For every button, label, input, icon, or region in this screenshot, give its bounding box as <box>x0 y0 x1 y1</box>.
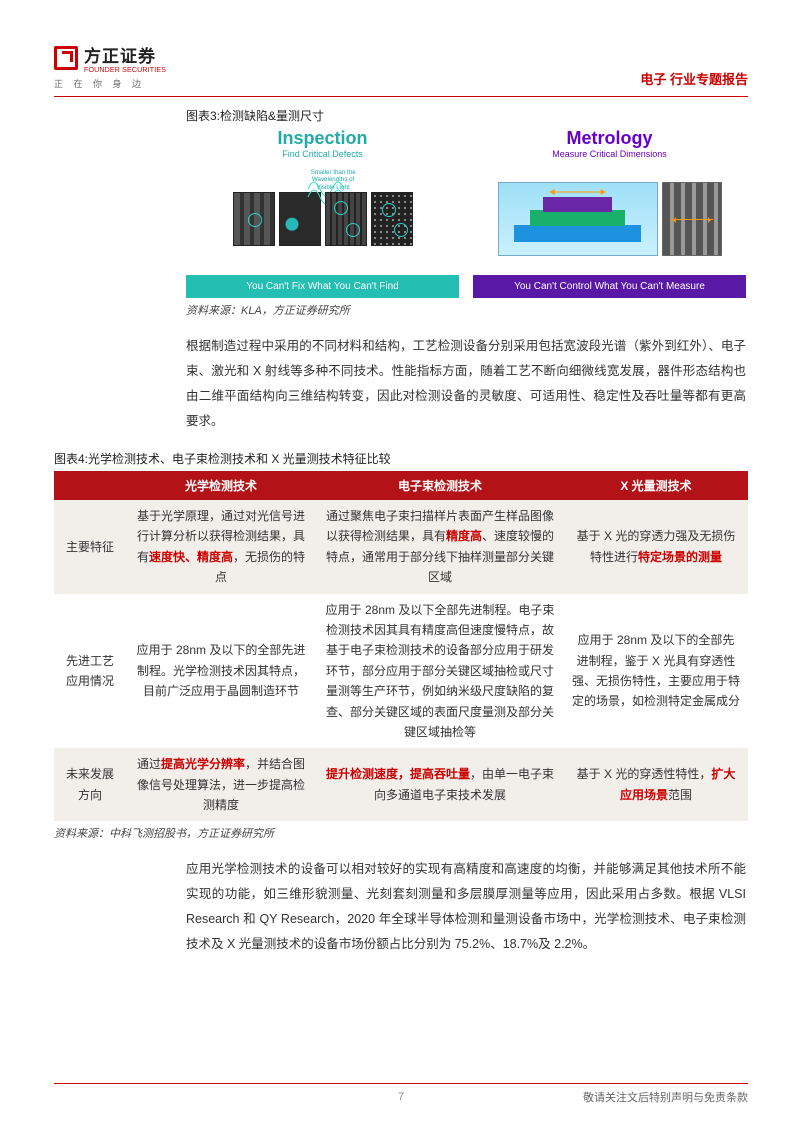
table4-source: 资料来源：中科飞测招股书，方正证券研究所 <box>54 825 748 841</box>
table-row: 先进工艺应用情况 应用于 28nm 及以下的全部先进制程。光学检测技术因其特点，… <box>54 594 748 749</box>
brand-icon <box>54 46 78 70</box>
row-label: 主要特征 <box>54 500 126 594</box>
table-header: X 光量测技术 <box>564 471 748 500</box>
row-label: 未来发展方向 <box>54 748 126 821</box>
doc-type: 电子 行业专题报告 <box>640 69 748 88</box>
table-row: 未来发展方向 通过提高光学分辨率，并结合图像信号处理算法，进一步提高检测精度 提… <box>54 748 748 821</box>
paragraph-2: 应用光学检测技术的设备可以相对较好的实现有高精度和高速度的均衡，并能够满足其他技… <box>186 857 746 957</box>
inspection-footer: You Can't Fix What You Can't Find <box>186 275 459 298</box>
table-cell: 通过提高光学分辨率，并结合图像信号处理算法，进一步提高检测精度 <box>126 748 316 821</box>
table4: 光学检测技术 电子束检测技术 X 光量测技术 主要特征 基于光学原理，通过对光信… <box>54 471 748 821</box>
brand-cn: 方正证券 <box>84 42 166 67</box>
paragraph-1: 根据制造过程中采用的不同材料和结构，工艺检测设备分别采用包括宽波段光谱（紫外到红… <box>186 334 746 434</box>
inspection-panel: Inspection Find Critical Defects Smaller… <box>186 128 459 298</box>
dimension-icon <box>546 187 609 197</box>
metrology-subtitle: Measure Critical Dimensions <box>473 149 746 159</box>
brand-en: FOUNDER SECURITIES <box>84 67 166 74</box>
footer-disclaimer: 敬请关注文后特别声明与免责条款 <box>583 1089 748 1105</box>
table-cell: 应用于 28nm 及以下的全部先进制程。光学检测技术因其特点，目前广泛应用于晶圆… <box>126 594 316 749</box>
fig3-title: 图表3:检测缺陷&量测尺寸 <box>186 107 748 124</box>
inspection-title: Inspection <box>186 128 459 149</box>
metrology-title: Metrology <box>473 128 746 149</box>
table-cell: 基于 X 光的穿透力强及无损伤特性进行特定场景的测量 <box>564 500 748 594</box>
chip-image <box>371 192 413 246</box>
table-cell: 应用于 28nm 及以下全部先进制程。电子束检测技术因其具有精度高但速度慢特点，… <box>316 594 564 749</box>
table-header: 光学检测技术 <box>126 471 316 500</box>
table-header: 电子束检测技术 <box>316 471 564 500</box>
table-cell: 提升检测速度，提高吞吐量，由单一电子束向多通道电子束技术发展 <box>316 748 564 821</box>
footer: 7 敬请关注文后特别声明与免责条款 <box>54 1089 748 1105</box>
table-cell: 基于光学原理，通过对光信号进行计算分析以获得检测结果，具有速度快、精度高，无损伤… <box>126 500 316 594</box>
table-row: 主要特征 基于光学原理，通过对光信号进行计算分析以获得检测结果，具有速度快、精度… <box>54 500 748 594</box>
metrology-footer: You Can't Control What You Can't Measure <box>473 275 746 298</box>
brand-block: 方正证券 FOUNDER SECURITIES 正 在 你 身 边 <box>54 42 166 90</box>
metrology-panel: Metrology Measure Critical Dimensions Yo… <box>473 128 746 298</box>
table-cell: 基于 X 光的穿透性特性，扩大应用场景范围 <box>564 748 748 821</box>
table-header <box>54 471 126 500</box>
fig3-source: 资料来源：KLA，方正证券研究所 <box>186 302 748 318</box>
fig3: Inspection Find Critical Defects Smaller… <box>186 128 746 298</box>
brand-tagline: 正 在 你 身 边 <box>54 77 166 90</box>
arrow-icon <box>671 219 713 220</box>
table-header-row: 光学检测技术 电子束检测技术 X 光量测技术 <box>54 471 748 500</box>
inspection-subtitle: Find Critical Defects <box>186 149 459 159</box>
chip-image <box>325 192 367 246</box>
metrology-diagram <box>498 182 658 256</box>
page-number: 7 <box>398 1091 404 1103</box>
grating-image <box>662 182 722 256</box>
table-cell: 应用于 28nm 及以下的全部先进制程，鉴于 X 光具有穿透性强、无损伤特性，主… <box>564 594 748 749</box>
chip-image <box>233 192 275 246</box>
table4-title: 图表4:光学检测技术、电子束检测技术和 X 光量测技术特征比较 <box>54 450 748 467</box>
header-bar: 方正证券 FOUNDER SECURITIES 正 在 你 身 边 电子 行业专… <box>54 42 748 97</box>
row-label: 先进工艺应用情况 <box>54 594 126 749</box>
table-cell: 通过聚焦电子束扫描样片表面产生样品图像以获得检测结果，具有精度高、速度较慢的特点… <box>316 500 564 594</box>
